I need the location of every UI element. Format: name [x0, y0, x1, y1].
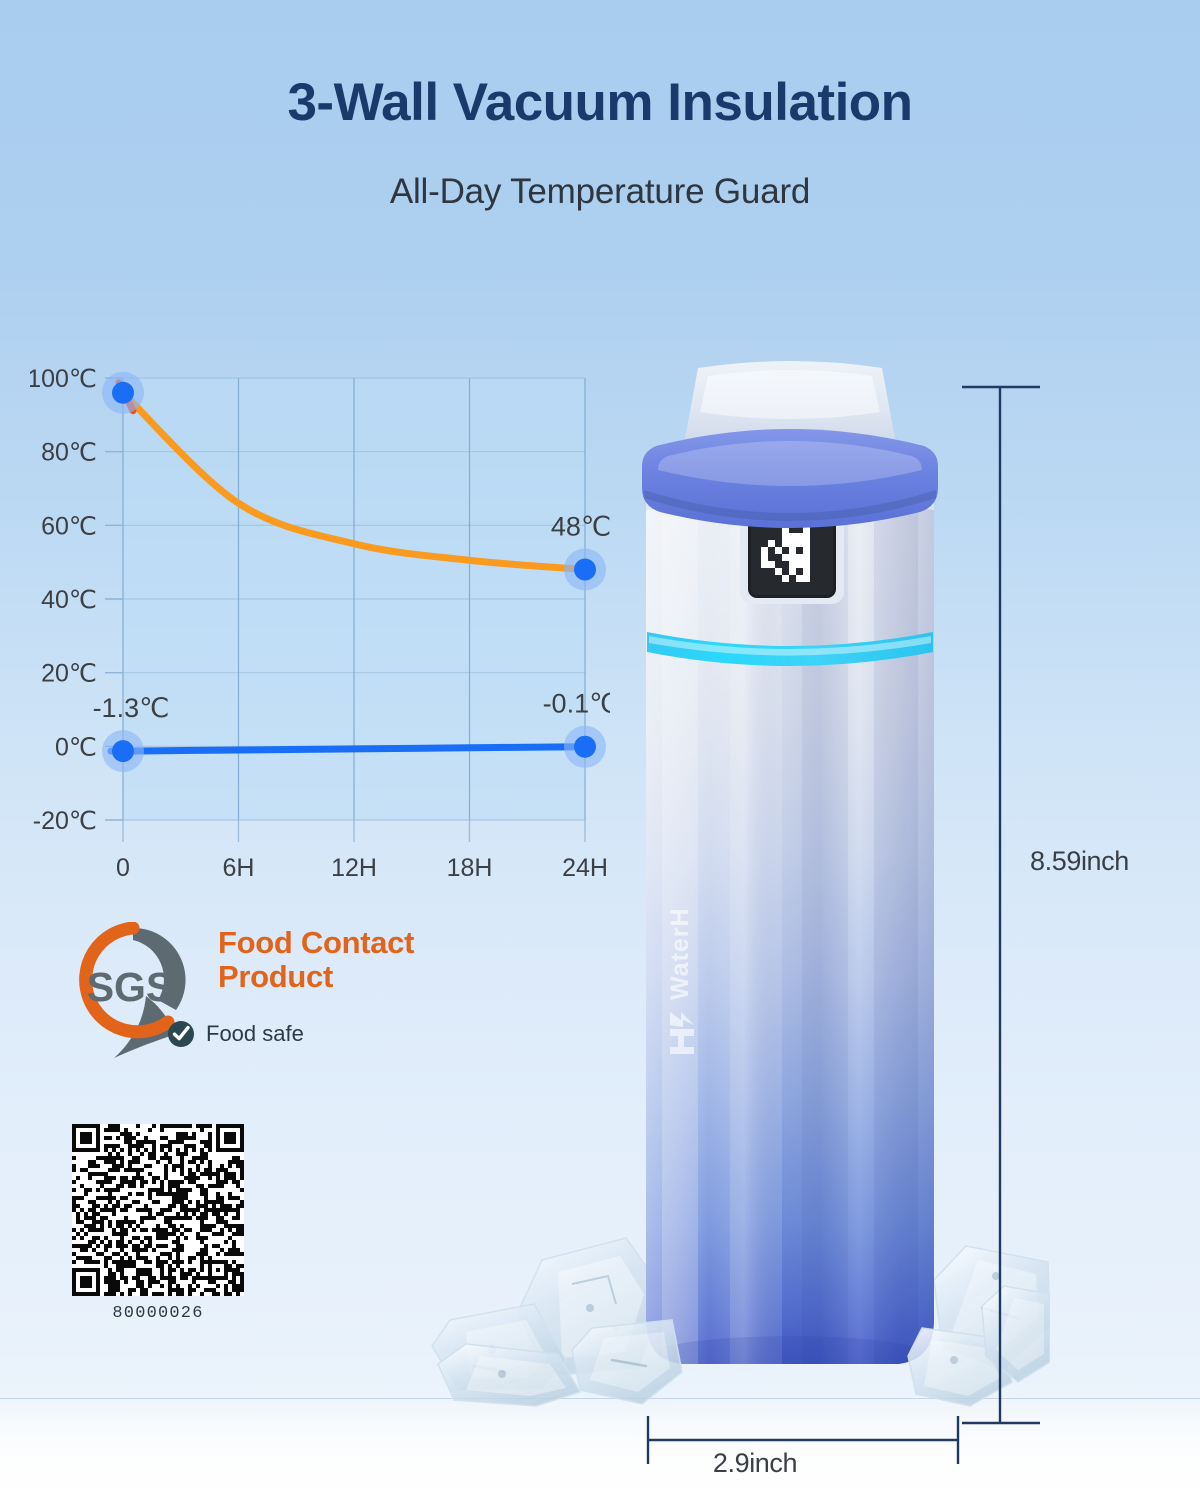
chart-value-label: 48℃: [551, 512, 610, 542]
product-image: WaterH: [430, 360, 1050, 1420]
sgs-logo-text: SGS: [87, 964, 174, 1010]
sgs-heading-line-1: Food Contact: [218, 925, 415, 960]
display-screen: [740, 506, 844, 604]
height-dimension-label: 8.59inch: [1030, 846, 1129, 876]
page-subtitle: All-Day Temperature Guard: [389, 172, 811, 211]
handle-ring: [642, 429, 938, 528]
ice-cubes-front: [437, 1285, 1050, 1407]
chart-y-label: 60℃: [41, 512, 97, 540]
sgs-heading: Food Contact Product: [218, 925, 518, 995]
qr-code-label: 80000026: [112, 1304, 204, 1323]
chart-value-label: 96℃: [101, 360, 161, 365]
sgs-heading-line-2: Product: [218, 959, 334, 995]
led-ring: [647, 632, 933, 666]
chart-data-markers: [102, 371, 606, 773]
width-dimension-text: 2.9inch: [712, 1448, 798, 1478]
width-dimension-label: 2.9inch: [0, 1448, 1200, 1479]
chart-y-label: -20℃: [33, 807, 97, 835]
bottle-body: [646, 470, 934, 1364]
sgs-logo-icon: SGS: [79, 922, 186, 1058]
floor-horizon-line: [0, 1398, 1200, 1399]
chart-y-label: 20℃: [41, 660, 97, 688]
chart-y-label: 40℃: [41, 586, 97, 614]
chart-marker-dot: [112, 381, 134, 404]
width-dimension-line: [646, 1416, 960, 1464]
chart-x-label: 12H: [331, 854, 377, 882]
chart-marker-dot: [112, 740, 134, 763]
sgs-arc-grey: [133, 927, 186, 1010]
chart-x-label: 0: [116, 854, 130, 882]
height-dimension-line: [962, 385, 1040, 1425]
chart-y-label: 100℃: [30, 365, 97, 393]
page-title: 3-Wall Vacuum Insulation: [287, 73, 913, 132]
chart-svg: 100℃ 80℃ 60℃ 40℃ 20℃ 0℃ -20℃ 0 6H 12H 18H 24H 96℃ 4…: [30, 360, 610, 882]
chart-y-label: 80℃: [41, 439, 97, 467]
chart-series-hot-line: [119, 389, 589, 574]
check-circle-icon: [168, 1021, 194, 1047]
temperature-retention-chart: 100℃ 80℃ 60℃ 40℃ 20℃ 0℃ -20℃ 0 6H 12H 18H 24H 96℃ 4…: [30, 360, 610, 900]
qr-code-image: [72, 1124, 244, 1296]
brand-mark-icon: [670, 1012, 694, 1054]
chart-x-axis-labels: 0 6H 12H 18H 24H: [116, 854, 608, 882]
chart-value-labels: 96℃ 48℃ -1.3℃ -0.1℃: [93, 360, 610, 723]
chart-x-tick-marks: [122, 820, 586, 842]
chart-x-label: 6H: [223, 854, 255, 882]
chart-x-label: 24H: [562, 854, 608, 882]
pixel-cat-icon: [761, 526, 810, 582]
chart-value-label: -1.3℃: [93, 693, 170, 723]
chart-marker-dot: [574, 558, 596, 581]
chart-y-label: 0℃: [55, 733, 97, 761]
chart-marker-dot: [574, 735, 596, 758]
sgs-ring-orange: [79, 922, 175, 1039]
chart-value-label: -0.1℃: [543, 689, 610, 719]
brand-logo: WaterH: [666, 907, 694, 1054]
qr-code-block: 80000026: [72, 1124, 262, 1323]
sgs-certification-badge: SGS Food Contact Product: [58, 918, 518, 1078]
food-safe-label: Food safe: [206, 1021, 304, 1046]
bottle-illustration: WaterH: [431, 361, 1050, 1407]
chart-x-label: 18H: [447, 854, 493, 882]
chart-series-cold-line: [107, 743, 589, 755]
chart-y-axis-labels: 100℃ 80℃ 60℃ 40℃ 20℃ 0℃ -20℃: [30, 365, 97, 835]
food-safe-row: Food safe: [167, 1020, 304, 1048]
brand-name: WaterH: [666, 907, 694, 1000]
